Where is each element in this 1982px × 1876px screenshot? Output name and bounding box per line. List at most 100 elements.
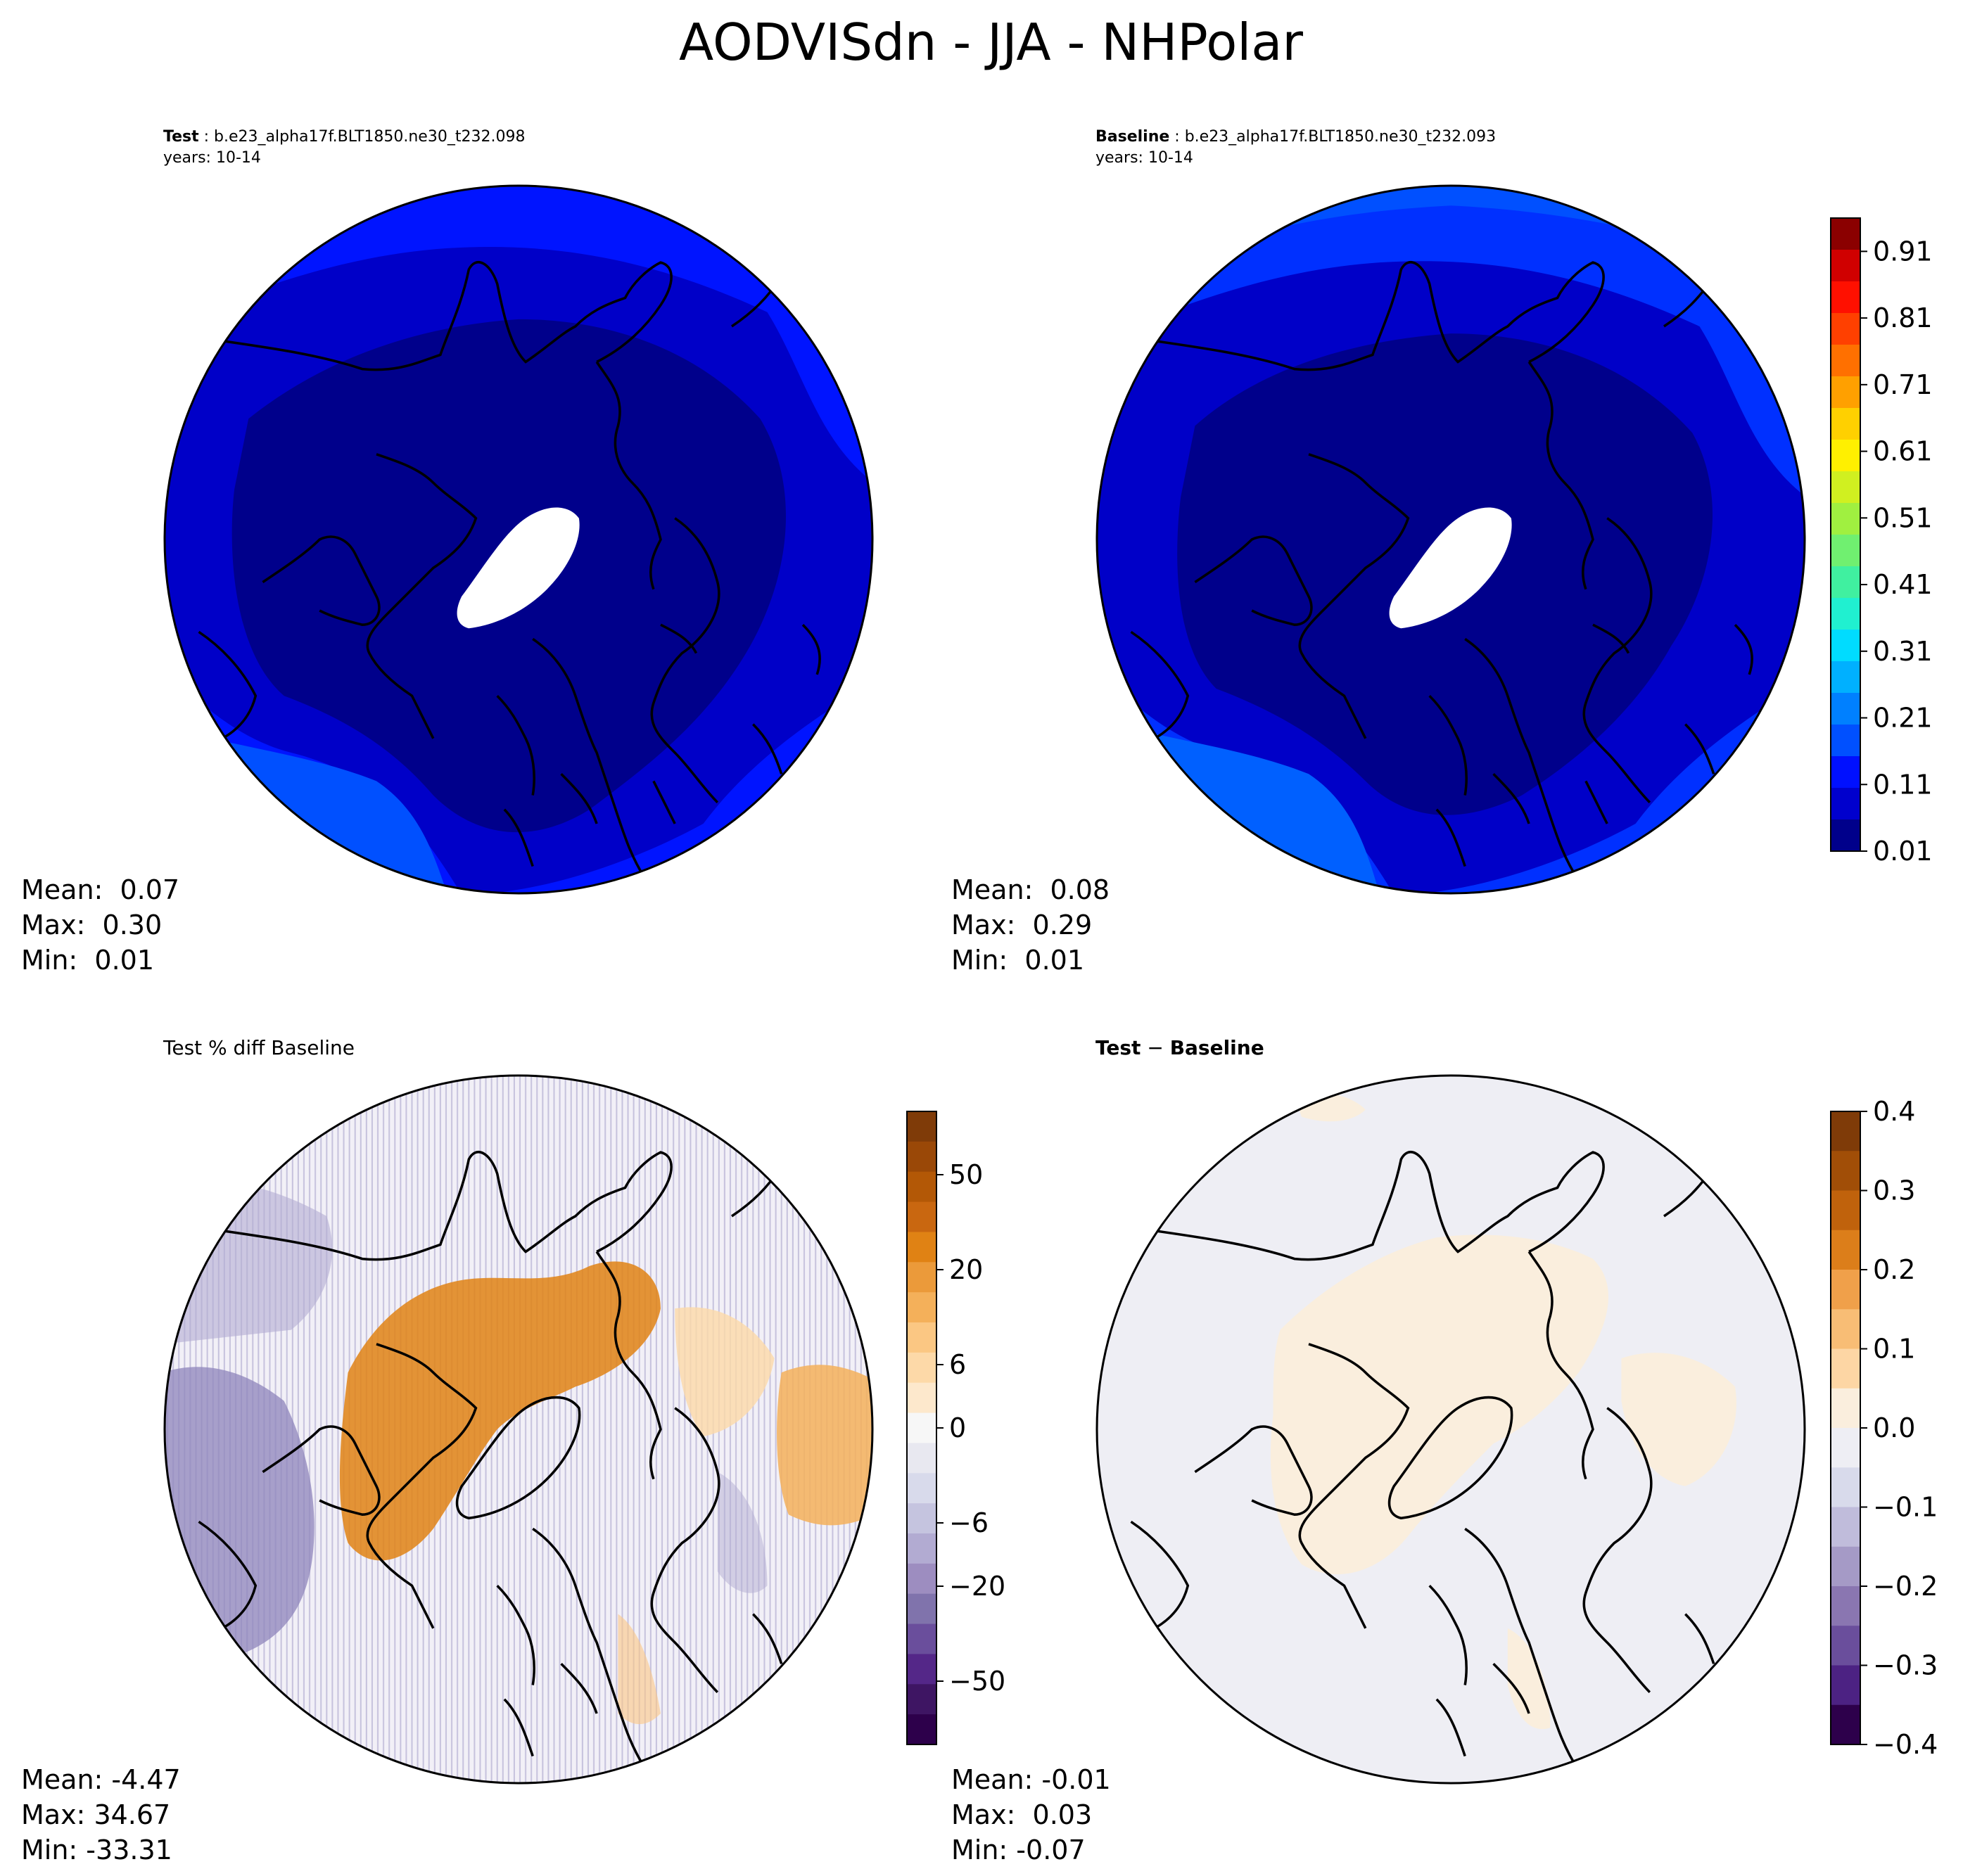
test-max: Max: 0.30 — [21, 910, 163, 940]
diff-colorbar-tick-label: −0.1 — [1873, 1492, 1938, 1523]
pctdiff-colorbar-segment — [907, 1322, 936, 1353]
diff-colorbar-segment — [1831, 1546, 1860, 1587]
pctdiff-colorbar-segment — [907, 1141, 936, 1173]
pctdiff-colorbar-segment — [907, 1714, 936, 1745]
pctdiff-colorbar-segment — [907, 1262, 936, 1293]
top-colorbar: 0.01 0.11 0.21 0.31 0.41 0.51 0.61 0.71 0.81 0.91 — [1830, 217, 1933, 867]
baseline-min: Min: 0.01 — [951, 945, 1084, 976]
top-colorbar-segment — [1831, 408, 1860, 440]
diff-colorbar-tick-label: 0.0 — [1873, 1412, 1915, 1443]
diff-colorbar-tick-label: −0.2 — [1873, 1571, 1938, 1602]
baseline-stats: Mean: 0.08 Max: 0.29 Min: 0.01 — [951, 872, 1110, 978]
diff-title-baseline: Baseline — [1169, 1036, 1264, 1059]
baseline-panel-title: Baseline : b.e23_alpha17f.BLT1850.ne30_t… — [1095, 127, 1496, 169]
diff-colorbar-segment — [1831, 1111, 1860, 1151]
diff-colorbar-segment — [1831, 1309, 1860, 1350]
diff-field-pos-east — [1621, 1353, 1736, 1486]
top-colorbar-segment — [1831, 693, 1860, 725]
test-years: years: 10-14 — [163, 149, 261, 167]
diff-max: Max: 0.03 — [951, 1799, 1093, 1830]
pctdiff-map-boundary — [163, 1074, 874, 1785]
diff-colorbar-segment — [1831, 1586, 1860, 1626]
top-colorbar-segment — [1831, 313, 1860, 345]
top-colorbar-tick-label: 0.21 — [1873, 703, 1933, 734]
pctdiff-colorbar-tick-label: 20 — [949, 1254, 983, 1285]
diff-colorbar-segment — [1831, 1467, 1860, 1508]
pctdiff-max: Max: 34.67 — [21, 1799, 171, 1830]
diff-field-pos-center — [1270, 1234, 1609, 1575]
top-colorbar-segment — [1831, 218, 1860, 250]
diff-colorbar-tick-label: 0.2 — [1873, 1254, 1915, 1285]
pctdiff-stats: Mean: -4.47 Max: 34.67 Min: -33.31 — [21, 1762, 181, 1868]
diff-colorbar-tick-label: −0.3 — [1873, 1650, 1938, 1681]
pctdiff-colorbar-segment — [907, 1171, 936, 1203]
diff-colorbar-segment — [1831, 1388, 1860, 1429]
top-colorbar-segment — [1831, 630, 1860, 662]
diff-colorbar-segment — [1831, 1704, 1860, 1745]
pctdiff-field-pos-northeast — [675, 1307, 775, 1437]
pctdiff-colorbar-segment — [907, 1352, 936, 1384]
top-colorbar-segment — [1831, 756, 1860, 789]
top-colorbar-tick-label: 0.11 — [1873, 769, 1933, 800]
test-case-name: : b.e23_alpha17f.BLT1850.ne30_t232.098 — [198, 128, 526, 146]
top-colorbar-tick-label: 0.01 — [1873, 836, 1933, 867]
top-colorbar-tick-label: 0.41 — [1873, 569, 1933, 600]
diff-colorbar-tick-label: −0.4 — [1873, 1729, 1938, 1760]
pctdiff-colorbar-segment — [907, 1473, 936, 1504]
top-colorbar-segment — [1831, 598, 1860, 630]
test-label: Test — [163, 128, 199, 146]
pctdiff-colorbar-segment — [907, 1412, 936, 1444]
diff-colorbar-tick-label: 0.1 — [1873, 1334, 1915, 1365]
diff-colorbar-segment — [1831, 1428, 1860, 1468]
top-colorbar-tick-label: 0.91 — [1873, 236, 1933, 267]
greenland-mask-baseline — [1389, 507, 1512, 629]
pctdiff-colorbar-tick-label: 50 — [949, 1159, 983, 1190]
test-panel-title: Test : b.e23_alpha17f.BLT1850.ne30_t232.… — [163, 127, 525, 169]
top-colorbar-tick-label: 0.51 — [1873, 502, 1933, 533]
diff-mean: Mean: -0.01 — [951, 1764, 1111, 1795]
top-colorbar-segment — [1831, 250, 1860, 282]
diff-title-test: Test — [1095, 1036, 1141, 1059]
pctdiff-colorbar-tick-label: 6 — [949, 1349, 966, 1380]
pctdiff-map — [163, 1074, 874, 1785]
diff-colorbar-tick-label: 0.4 — [1873, 1096, 1915, 1127]
pctdiff-colorbar-segment — [907, 1563, 936, 1595]
pctdiff-colorbar-segment — [907, 1533, 936, 1564]
diff-title-operator: − — [1141, 1036, 1170, 1059]
diff-colorbar-segment — [1831, 1270, 1860, 1310]
test-stats: Mean: 0.07 Max: 0.30 Min: 0.01 — [21, 872, 179, 978]
baseline-max: Max: 0.29 — [951, 910, 1093, 940]
diff-stats: Mean: -0.01 Max: 0.03 Min: -0.07 — [951, 1762, 1111, 1868]
top-colorbar-segment — [1831, 661, 1860, 694]
diff-colorbar-segment — [1831, 1626, 1860, 1666]
top-colorbar-frame — [1830, 217, 1861, 852]
test-map — [163, 184, 874, 895]
diff-colorbar-segment — [1831, 1348, 1860, 1389]
top-colorbar-tick-label: 0.61 — [1873, 436, 1933, 467]
pctdiff-colorbar-segment — [907, 1623, 936, 1655]
top-colorbar-segment — [1831, 345, 1860, 377]
pctdiff-colorbar-tick-label: −50 — [949, 1666, 1005, 1697]
pctdiff-colorbar-segment — [907, 1111, 936, 1142]
top-colorbar-segment — [1831, 376, 1860, 409]
pctdiff-field-neg-south — [717, 1472, 768, 1593]
pctdiff-colorbar-tick-label: −6 — [949, 1507, 989, 1538]
top-colorbar-segment — [1831, 819, 1860, 852]
pctdiff-field-pos-south — [618, 1614, 661, 1725]
diff-coastlines — [1130, 1148, 1736, 1771]
top-colorbar-segment — [1831, 440, 1860, 472]
test-mean: Mean: 0.07 — [21, 874, 180, 905]
pctdiff-min: Min: -33.31 — [21, 1834, 172, 1865]
diff-colorbar-segment — [1831, 1230, 1860, 1270]
pctdiff-colorbar-segment — [907, 1443, 936, 1474]
top-colorbar-tick-label: 0.71 — [1873, 369, 1933, 400]
pctdiff-colorbar-segment — [907, 1684, 936, 1715]
top-colorbar-segment — [1831, 535, 1860, 567]
diff-map — [1095, 1074, 1806, 1785]
test-coastlines — [198, 258, 821, 881]
pctdiff-colorbar-segment — [907, 1503, 936, 1534]
top-colorbar-segment — [1831, 281, 1860, 314]
top-colorbar-segment — [1831, 788, 1860, 820]
diff-colorbar: 0.4 0.3 0.2 0.1 0.0 −0.1 −0.2 −0.3 −0.4 — [1830, 1096, 1938, 1760]
top-colorbar-segment — [1831, 471, 1860, 504]
